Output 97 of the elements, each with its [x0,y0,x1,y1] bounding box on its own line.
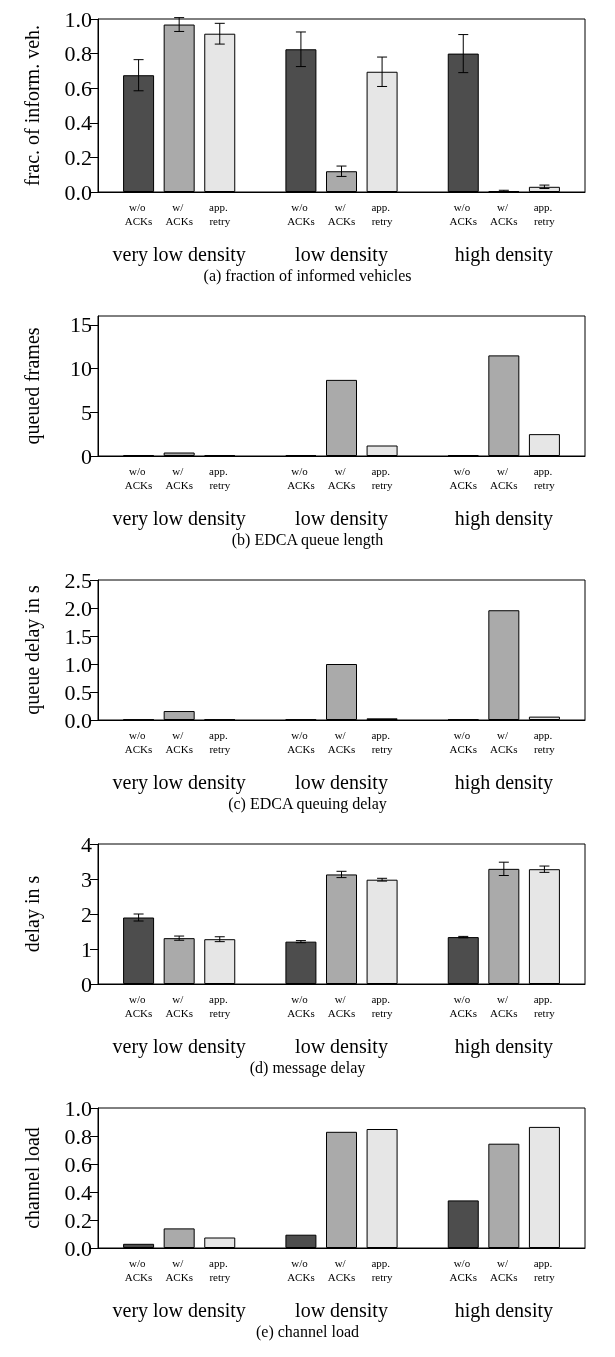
x-tick-label: w/ ACKs [327,729,356,755]
x-tick-label: w/ ACKs [490,993,518,1019]
x-tick-label: w/ ACKs [165,201,193,227]
text: high density [454,1035,554,1058]
x-tick-label: w/o ACKs [449,201,478,227]
text: (e) channel load [255,1322,360,1341]
x-tick-label: w/ ACKs [490,729,518,755]
y-axis-title: queue delay in s [21,585,44,715]
text: (c) EDCA queuing delay [228,794,387,813]
y-tick-label: 1.0 [64,1095,92,1121]
x-tick-label: w/o ACKs [287,201,315,227]
x-tick-label: w/o ACKs [124,993,153,1019]
x-tick-label: w/o ACKs [287,993,315,1019]
x-tick-label: w/o ACKs [124,1257,153,1283]
x-tick-label: app. retry [371,465,393,491]
y-tick-label: 0.8 [64,1123,92,1149]
y-axis-title: delay in s [21,875,44,953]
y-axis-title: frac. of inform. veh. [21,24,43,187]
x-tick-label: app. retry [209,729,231,755]
x-tick-label: w/ ACKs [490,201,518,227]
text: very low density [112,771,246,794]
x-tick-label: w/ ACKs [165,993,193,1019]
text: low density [295,507,388,530]
x-tick-label: app. retry [371,993,393,1019]
x-tick-label: app. retry [533,201,556,227]
text: low density [295,1299,388,1322]
text: (a) fraction of informed vehicles [203,266,412,285]
text: high density [454,1299,554,1322]
x-tick-label: app. retry [533,993,556,1019]
x-tick-label: w/o ACKs [287,465,315,491]
x-tick-label: app. retry [209,465,231,491]
x-tick-label: w/ ACKs [165,1257,193,1283]
text: low density [295,1035,388,1058]
y-tick-label: 1.0 [64,6,92,32]
text: high density [454,771,554,794]
x-tick-label: app. retry [371,201,393,227]
x-tick-label: w/ ACKs [165,729,193,755]
text: high density [454,243,554,266]
text: very low density [112,507,246,530]
x-tick-label: w/o ACKs [449,1257,478,1283]
y-tick-label: 0 [81,443,92,469]
y-tick-label: 0.0 [64,179,92,205]
x-tick-label: app. retry [209,993,231,1019]
y-tick-label: 15 [70,312,92,338]
x-tick-label: w/ ACKs [490,465,518,491]
y-tick-label: 0.8 [64,41,92,67]
x-tick-label: w/o ACKs [124,465,153,491]
x-tick-label: w/o ACKs [287,729,315,755]
text: very low density [112,243,246,266]
y-tick-label: 0.0 [64,1235,92,1261]
x-tick-label: w/ ACKs [327,201,356,227]
x-tick-label: app. retry [371,1257,393,1283]
text: low density [295,243,388,266]
y-tick-label: 0.5 [64,679,92,705]
y-tick-label: 2.0 [64,595,92,621]
x-tick-label: app. retry [209,201,231,227]
x-tick-label: w/o ACKs [124,729,153,755]
text: (d) message delay [249,1058,366,1077]
text: very low density [112,1035,246,1058]
x-tick-label: w/o ACKs [287,1257,315,1283]
y-tick-label: 0.2 [64,1207,92,1233]
x-tick-label: w/ ACKs [327,1257,356,1283]
y-tick-label: 10 [70,356,92,381]
y-tick-label: 0.6 [64,1151,92,1177]
y-tick-label: 1.5 [64,623,92,649]
x-tick-label: w/o ACKs [449,729,478,755]
text: low density [295,771,388,794]
y-tick-label: 0.4 [64,110,92,136]
y-tick-label: 2 [81,901,92,927]
x-tick-label: app. retry [209,1257,231,1283]
y-tick-label: 0.4 [64,1179,92,1205]
text: very low density [112,1299,246,1322]
x-tick-label: app. retry [533,1257,556,1283]
x-tick-label: w/o ACKs [449,465,478,491]
y-axis-title: channel load [21,1127,43,1229]
y-tick-label: 3 [81,866,92,892]
text: high density [454,507,554,530]
y-tick-label: 4 [81,831,92,857]
x-tick-label: w/o ACKs [449,993,478,1019]
x-tick-label: w/ ACKs [490,1257,518,1283]
y-tick-label: 0.0 [64,707,92,733]
y-tick-label: 0 [81,971,92,997]
y-tick-label: 5 [81,399,92,425]
x-tick-label: app. retry [533,729,556,755]
y-tick-label: 0.6 [64,75,92,101]
text: (b) EDCA queue length [231,530,384,549]
x-tick-label: w/ ACKs [327,465,356,491]
y-tick-label: 1.0 [64,651,92,677]
x-tick-label: app. retry [533,465,556,491]
x-tick-label: w/o ACKs [124,201,153,227]
y-tick-label: 2.5 [64,567,92,593]
y-axis-title: queued frames [21,327,44,445]
x-tick-label: w/ ACKs [327,993,356,1019]
y-tick-label: 0.2 [64,144,92,170]
x-tick-label: app. retry [371,729,393,755]
x-tick-label: w/ ACKs [165,465,193,491]
y-tick-label: 1 [81,936,92,962]
